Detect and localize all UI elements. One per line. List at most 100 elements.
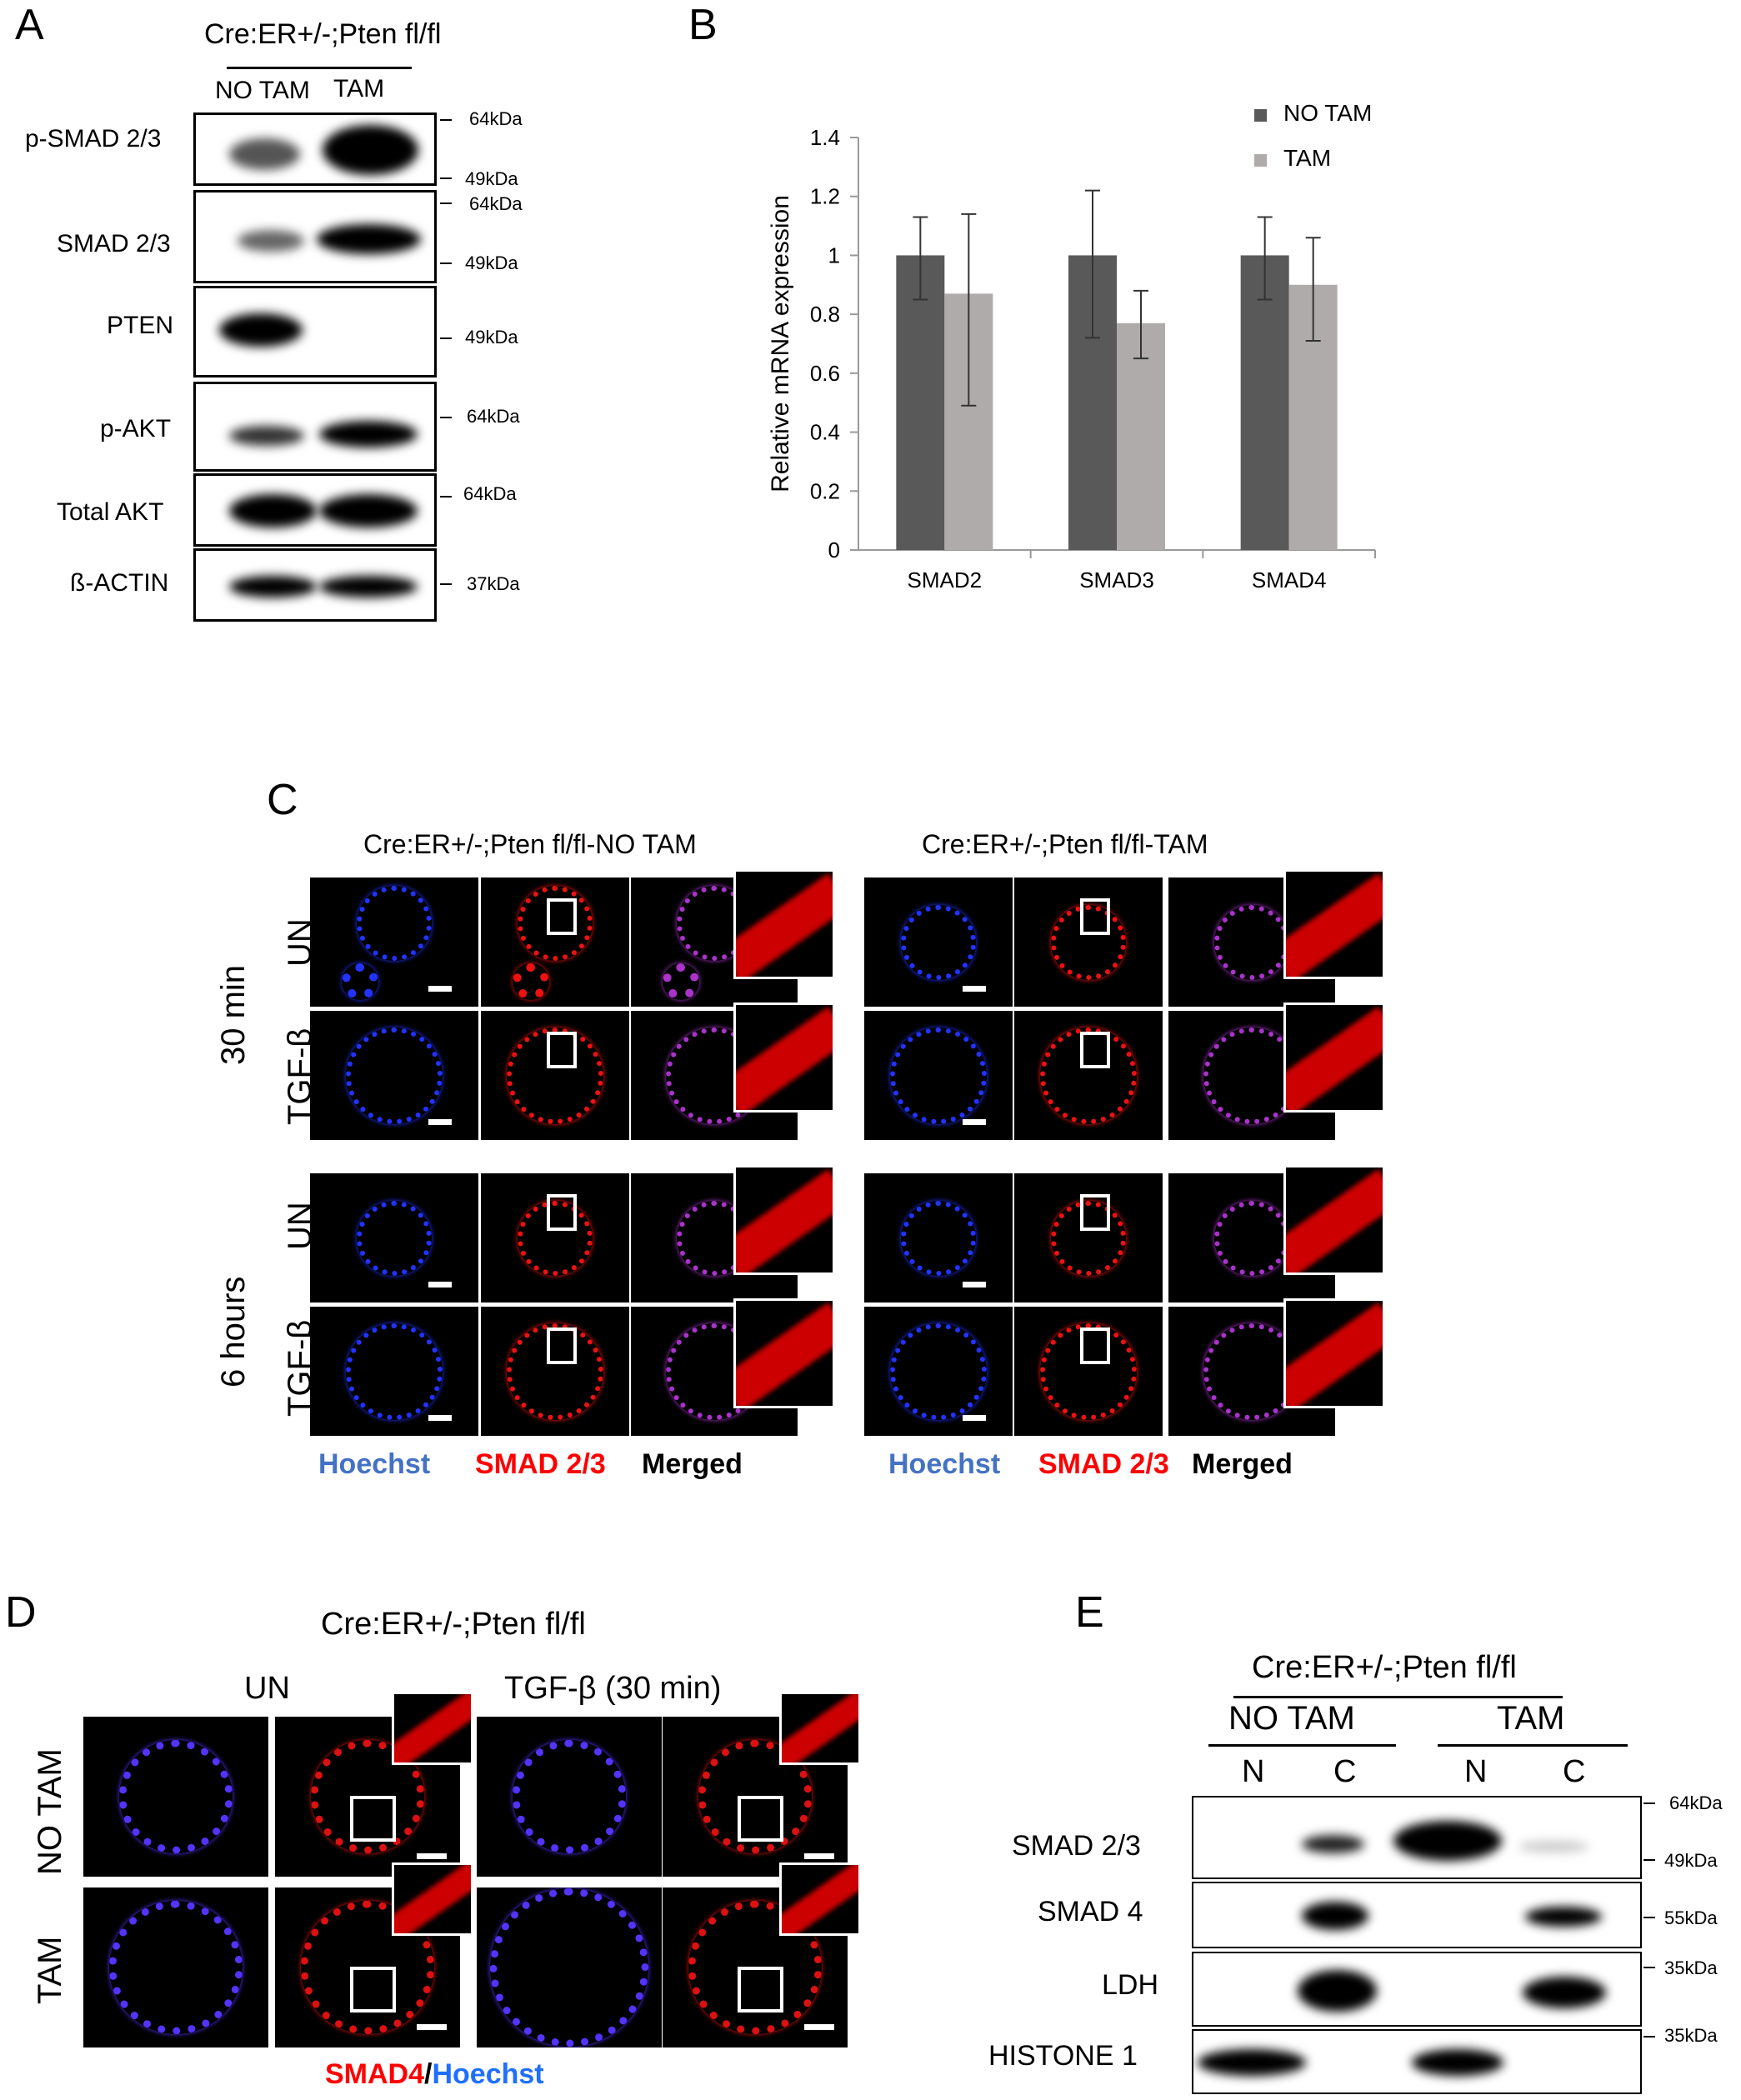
- zoom-box: [547, 1032, 577, 1068]
- band: [229, 138, 300, 170]
- cyst-ring: [507, 1322, 603, 1420]
- band: [1412, 2049, 1503, 2076]
- zoom-inset: [733, 869, 835, 979]
- cyst-ring: [357, 1200, 432, 1276]
- cyst-ring: [1051, 1200, 1126, 1276]
- tick: [440, 417, 452, 418]
- cyst-ring: [346, 1322, 443, 1420]
- y-tick-label: 0.2: [810, 478, 840, 503]
- channel-label-smad: SMAD 2/3: [1038, 1448, 1169, 1480]
- cyst-ring: [1214, 904, 1289, 980]
- micrograph-tile: [864, 878, 1013, 1007]
- blot-smad: [193, 190, 437, 283]
- blot-label-smad: SMAD 2/3: [57, 230, 171, 258]
- fraction-n: N: [1242, 1754, 1265, 1789]
- legend-label: TAM: [1283, 145, 1331, 171]
- zoom-inset: [1283, 1165, 1385, 1275]
- y-tick-label: 1.2: [810, 184, 840, 209]
- kda-label: 64kDa: [467, 406, 520, 427]
- genotype-underline: [227, 67, 412, 69]
- panel-d-genotype: Cre:ER+/-;Pten fl/fl: [321, 1607, 586, 1642]
- blot-pten: [193, 286, 437, 378]
- micrograph-tile: [1014, 1173, 1163, 1302]
- band: [317, 224, 421, 254]
- micrograph-tile: [310, 1011, 478, 1140]
- zoom-box: [738, 1796, 783, 1842]
- tick: [1643, 1917, 1655, 1918]
- col-label-tgfb: TGF-β (30 min): [504, 1671, 722, 1706]
- micrograph-tile: [481, 1173, 629, 1302]
- stain-legend: SMAD4/Hoechst: [325, 2058, 544, 2091]
- kda-label: 55kDa: [1664, 1908, 1718, 1928]
- micrograph-tile: [477, 1888, 662, 2048]
- tick: [440, 202, 452, 204]
- y-tick-label: 0.8: [810, 302, 840, 327]
- panel-c-right-title: Cre:ER+/-;Pten fl/fl-TAM: [922, 829, 1208, 859]
- zoom-inset: [779, 1692, 861, 1765]
- zoom-box: [738, 1967, 783, 2012]
- tick: [440, 496, 452, 498]
- zoom-inset: [733, 1165, 835, 1275]
- y-tick-label: 0: [828, 538, 840, 562]
- cyst-ring: [490, 1888, 648, 2047]
- scale-bar: [804, 1853, 834, 1859]
- fraction-c: C: [1333, 1754, 1357, 1789]
- zoom-inset: [1283, 869, 1385, 979]
- zoom-inset: [392, 1692, 473, 1765]
- blot-label-pakt: p-AKT: [100, 415, 172, 442]
- cyst-ring: [1051, 904, 1126, 980]
- blot-smad23: [1192, 1796, 1642, 1879]
- scale-bar: [963, 1282, 986, 1288]
- kda-label: 49kDa: [465, 327, 518, 348]
- legend-swatch: [1254, 154, 1267, 167]
- cyst-ring: [688, 1901, 822, 2034]
- zoom-box: [1080, 1032, 1110, 1068]
- cyst-ring: [698, 1740, 812, 1853]
- lane-label-no-tam: NO TAM: [215, 77, 310, 104]
- tick: [440, 338, 452, 339]
- blot-total-akt: [193, 473, 437, 547]
- col-label-un: UN: [244, 1671, 290, 1706]
- inset-signal: [394, 1865, 471, 1933]
- micrograph-tile: [864, 1011, 1013, 1140]
- inset-signal: [736, 1302, 833, 1406]
- cyst-ring: [513, 1740, 626, 1853]
- zoom-box: [350, 1796, 396, 1842]
- band: [1523, 1977, 1606, 2008]
- blot-label-smad4: SMAD 4: [1038, 1896, 1143, 1928]
- zoom-inset: [733, 1298, 835, 1408]
- channel-label-hoechst: Hoechst: [318, 1448, 431, 1480]
- y-tick-label: 1.4: [810, 125, 840, 150]
- band: [319, 494, 418, 528]
- cyst-ring: [518, 886, 593, 961]
- micrograph-tile: [481, 878, 629, 1007]
- fraction-n: N: [1464, 1754, 1488, 1789]
- tick: [440, 262, 452, 264]
- group-label-tam: TAM: [1497, 1700, 1565, 1737]
- band: [219, 313, 303, 347]
- legend-label: NO TAM: [1283, 100, 1372, 126]
- group-underline: [1208, 1744, 1396, 1747]
- blot-label-total-akt: Total AKT: [57, 498, 164, 526]
- channel-label-merged: Merged: [1192, 1448, 1293, 1480]
- scale-bar: [963, 1415, 986, 1421]
- cyst-ring: [890, 1322, 987, 1420]
- micrograph-tile: [83, 1888, 268, 2048]
- scale-bar: [428, 1119, 452, 1125]
- tick: [1643, 1859, 1655, 1861]
- y-tick-label: 1: [828, 242, 840, 268]
- zoom-inset: [392, 1862, 473, 1936]
- inset-signal: [782, 1694, 858, 1762]
- inset-signal: [736, 1006, 833, 1110]
- x-tick-label: SMAD2: [908, 568, 983, 592]
- panel-b-label: B: [688, 1, 718, 49]
- band: [229, 494, 317, 528]
- time-label-30min: 30 min: [215, 964, 252, 1065]
- inset-signal: [1286, 1168, 1383, 1272]
- scale-bar: [428, 1415, 452, 1421]
- scale-bar: [804, 2024, 834, 2030]
- band: [319, 576, 418, 598]
- tick: [1643, 2036, 1655, 2038]
- lane-label-tam: TAM: [333, 75, 385, 102]
- band: [1198, 2049, 1306, 2076]
